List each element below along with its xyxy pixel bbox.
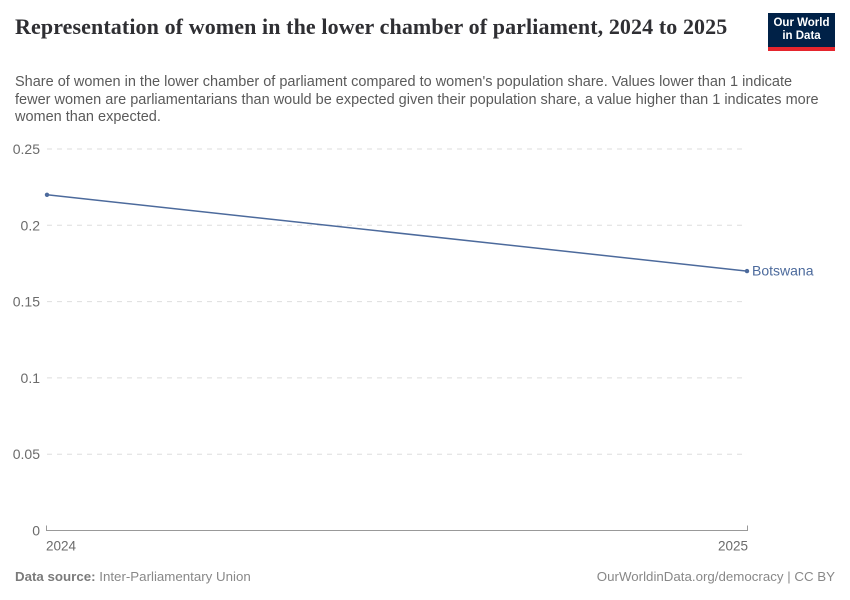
page-title: Representation of women in the lower cha… [15, 14, 728, 39]
x-tick-label: 2025 [718, 539, 748, 554]
owid-logo-line1: Our World [773, 17, 830, 29]
attribution-link[interactable]: OurWorldinData.org/democracy | CC BY [596, 569, 835, 584]
chart-footer: Data source: Inter-Parliamentary Union O… [15, 569, 835, 584]
data-source: Data source: Inter-Parliamentary Union [15, 569, 251, 584]
data-source-label: Data source: [15, 569, 96, 584]
y-tick-label: 0.1 [21, 370, 41, 386]
attribution: OurWorldinData.org/democracy | CC BY [597, 569, 835, 584]
data-source-value[interactable]: Inter-Parliamentary Union [99, 569, 251, 584]
y-tick-label: 0.25 [13, 141, 40, 157]
series-line[interactable] [46, 194, 748, 272]
data-point[interactable] [744, 268, 750, 274]
owid-logo-line2: in Data [782, 30, 821, 42]
y-tick-label: 0.05 [13, 446, 40, 462]
chart-subtitle: Share of women in the lower chamber of p… [15, 74, 819, 126]
owid-logo[interactable]: Our World in Data [768, 13, 835, 51]
x-tick-label: 2024 [46, 539, 77, 554]
y-tick-label: 0.15 [13, 294, 40, 310]
entity-label[interactable]: Botswana [752, 263, 814, 279]
y-tick-label: 0.2 [21, 217, 41, 233]
y-tick-label: 0 [32, 523, 40, 539]
data-point[interactable] [44, 192, 50, 197]
